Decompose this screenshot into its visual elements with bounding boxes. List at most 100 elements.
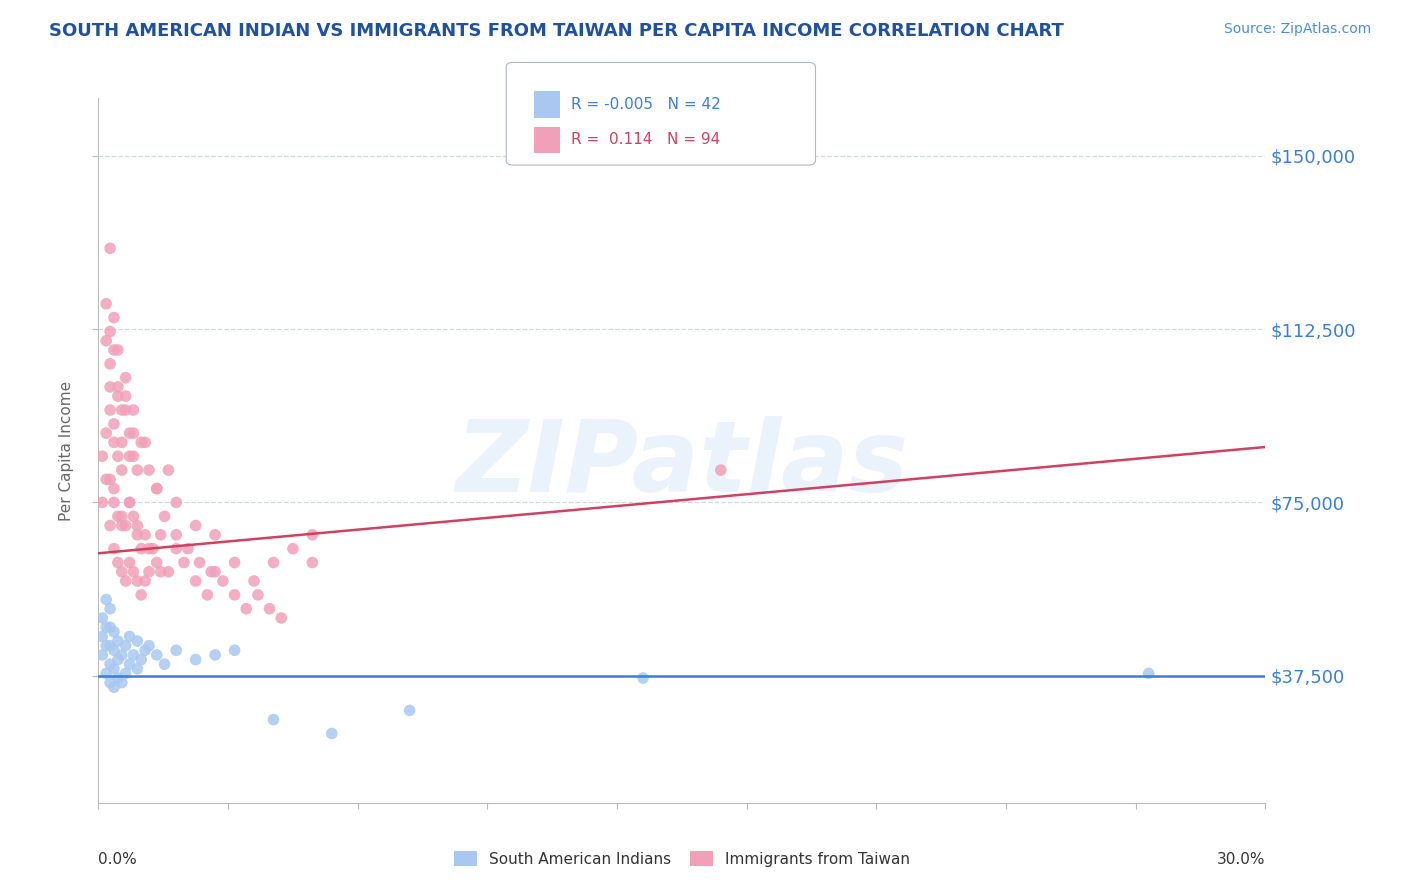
Point [96,426,118,441]
Point [111,648,134,662]
Point [270,611,292,625]
Point [153,509,176,524]
Point [107,389,129,403]
Point [235,601,257,615]
Point [114,574,136,588]
Point [107,380,129,394]
Point [129,588,152,602]
Point [107,556,129,570]
Point [184,652,207,666]
Point [146,556,169,570]
Point [96,666,118,681]
Point [91,449,114,463]
Point [98,472,121,486]
Point [111,509,134,524]
Point [98,357,121,371]
Point [301,528,323,542]
Point [138,639,160,653]
Point [177,541,200,556]
Point [111,463,134,477]
Point [321,726,343,740]
Point [224,643,246,657]
Point [122,509,145,524]
Point [138,541,160,556]
Point [127,574,149,588]
Point [103,310,125,325]
Point [103,495,125,509]
Point [107,509,129,524]
Point [142,541,165,556]
Point [98,518,121,533]
Point [246,588,269,602]
Point [127,463,149,477]
Point [122,565,145,579]
Point [122,426,145,441]
Point [103,343,125,357]
Point [122,449,145,463]
Point [301,556,323,570]
Point [134,435,156,450]
Y-axis label: Per Capita Income: Per Capita Income [59,380,75,521]
Text: 30.0%: 30.0% [1218,852,1265,867]
Point [122,648,145,662]
Point [195,588,218,602]
Point [98,403,121,417]
Point [114,370,136,384]
Point [98,241,121,255]
Point [114,403,136,417]
Point [91,495,114,509]
Point [118,556,141,570]
Point [103,662,125,676]
Point [114,389,136,403]
Point [91,648,114,662]
Point [118,495,141,509]
Point [129,652,152,666]
Point [96,334,118,348]
Point [127,528,149,542]
Point [200,565,222,579]
Text: R =  0.114   N = 94: R = 0.114 N = 94 [571,132,720,147]
Point [243,574,266,588]
Point [111,675,134,690]
Legend: South American Indians, Immigrants from Taiwan: South American Indians, Immigrants from … [449,845,915,872]
Point [107,634,129,648]
Point [96,639,118,653]
Point [281,541,304,556]
Point [103,541,125,556]
Point [146,482,169,496]
Point [118,657,141,672]
Point [129,541,152,556]
Point [134,528,156,542]
Point [98,325,121,339]
Point [259,601,281,615]
Point [153,657,176,672]
Point [204,528,226,542]
Point [212,574,235,588]
Point [111,403,134,417]
Point [96,592,118,607]
Point [134,574,156,588]
Point [138,463,160,477]
Text: R = -0.005   N = 42: R = -0.005 N = 42 [571,97,721,112]
Point [146,648,169,662]
Point [127,518,149,533]
Point [103,643,125,657]
Point [224,556,246,570]
Point [114,639,136,653]
Point [184,518,207,533]
Point [165,643,187,657]
Point [118,495,141,509]
Point [204,648,226,662]
Point [98,620,121,634]
Point [114,666,136,681]
Point [146,482,169,496]
Point [103,417,125,431]
Point [103,680,125,694]
Point [107,652,129,666]
Point [204,565,226,579]
Point [129,435,152,450]
Point [631,671,654,685]
Point [157,463,180,477]
Point [114,518,136,533]
Point [1137,666,1160,681]
